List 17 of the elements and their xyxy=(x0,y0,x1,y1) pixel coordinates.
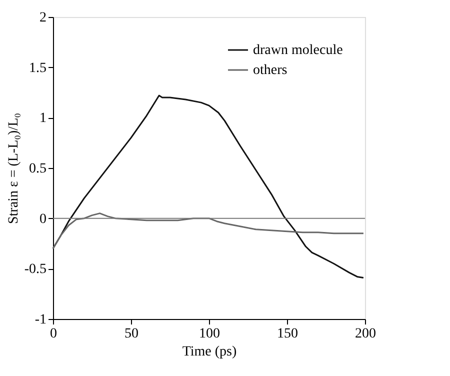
legend-label: others xyxy=(253,63,288,78)
line-series xyxy=(52,212,364,250)
y-axis-title: Strain ε = (L-L₀)/L₀ xyxy=(6,112,22,224)
x-tick-label: 50 xyxy=(124,326,138,342)
x-tick-label: 0 xyxy=(50,326,57,342)
y-tick-label: -0.5 xyxy=(24,262,46,278)
x-tick-label: 150 xyxy=(277,326,298,342)
legend-label: drawn molecule xyxy=(253,43,343,58)
x-tick-label: 200 xyxy=(355,326,376,342)
x-axis-title: Time (ps) xyxy=(182,344,237,360)
y-tick-label: 0.5 xyxy=(29,162,46,176)
y-tick-label: 2 xyxy=(40,10,46,26)
y-tick-label: 1.5 xyxy=(29,60,46,76)
y-tick-label: 0 xyxy=(40,212,46,227)
y-tick-label: 1 xyxy=(40,111,46,126)
x-tick-label: 100 xyxy=(199,326,220,342)
y-tick-label: -1 xyxy=(34,312,46,328)
